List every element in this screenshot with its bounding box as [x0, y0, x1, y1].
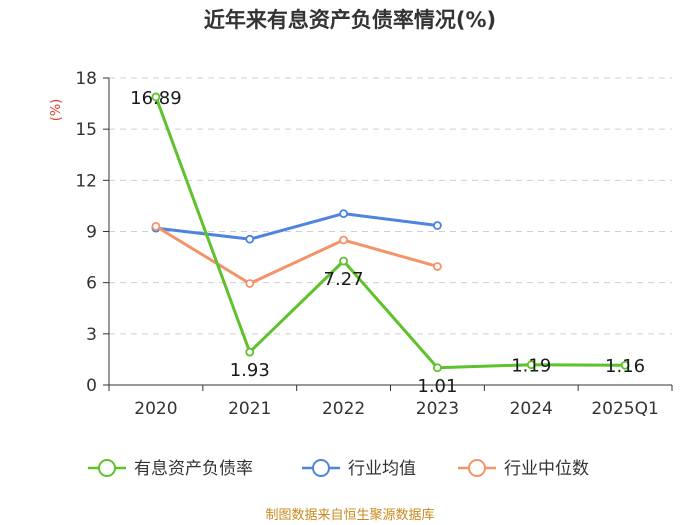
data-point: [433, 221, 442, 230]
y-tick-label: 0: [86, 376, 97, 396]
data-point: [433, 363, 442, 373]
axes: 0 3 6 9 12 15 18 2020 2021 2022 2023 2024 2025Q1: [75, 69, 673, 419]
series-line: [154, 224, 439, 286]
series-line: [154, 95, 627, 370]
data-point: [620, 360, 630, 370]
series-layer: [151, 92, 630, 373]
data-label: 1.01: [417, 376, 457, 397]
y-axis-unit: (%): [49, 99, 64, 122]
data-label: 1.93: [230, 360, 270, 381]
legend-item[interactable]: 行业均值: [302, 459, 416, 479]
data-labels: 16.89 1.93 7.27 1.01 1.19 1.16: [130, 88, 645, 397]
legend-marker: [98, 459, 116, 477]
legend-label: 行业均值: [348, 459, 416, 479]
data-point: [245, 279, 255, 288]
y-tick-label: 9: [86, 223, 97, 243]
legend-item[interactable]: 有息资产负债率: [88, 459, 253, 479]
x-tick-label: 2025Q1: [591, 399, 658, 419]
y-tick-label: 6: [86, 274, 97, 294]
legend-label: 有息资产负债率: [134, 459, 253, 479]
data-label: 16.89: [130, 88, 182, 109]
legend[interactable]: 有息资产负债率 行业均值 行业中位数: [88, 459, 589, 479]
data-point: [151, 221, 161, 231]
legend-item[interactable]: 行业中位数: [458, 459, 589, 479]
y-tick-label: 12: [75, 171, 97, 191]
data-point: [245, 234, 255, 244]
data-label: 1.19: [511, 356, 551, 377]
data-point: [526, 360, 536, 370]
data-point: [151, 92, 161, 102]
data-label: 7.27: [324, 269, 364, 290]
x-tick-label: 2022: [322, 399, 365, 419]
y-tick-label: 3: [86, 325, 97, 345]
series-line: [154, 212, 439, 241]
legend-label: 行业中位数: [504, 459, 589, 479]
legend-marker: [312, 459, 330, 477]
data-point: [339, 209, 348, 218]
y-tick-label: 15: [75, 120, 97, 140]
x-tick-label: 2021: [228, 399, 271, 419]
x-tick-label: 2020: [134, 399, 177, 419]
data-point: [433, 262, 442, 271]
source-note: 制图数据来自恒生聚源数据库: [265, 507, 434, 523]
x-tick-label: 2024: [510, 399, 553, 419]
grid-lines: [109, 77, 672, 335]
x-tick-label: 2023: [416, 399, 459, 419]
data-label: 1.16: [605, 356, 645, 377]
data-point: [339, 256, 348, 266]
legend-marker: [468, 459, 486, 477]
data-point: [339, 235, 348, 245]
chart-title: 近年来有息资产负债率情况(%): [204, 8, 496, 32]
y-tick-label: 18: [75, 69, 97, 89]
data-point: [245, 347, 255, 357]
